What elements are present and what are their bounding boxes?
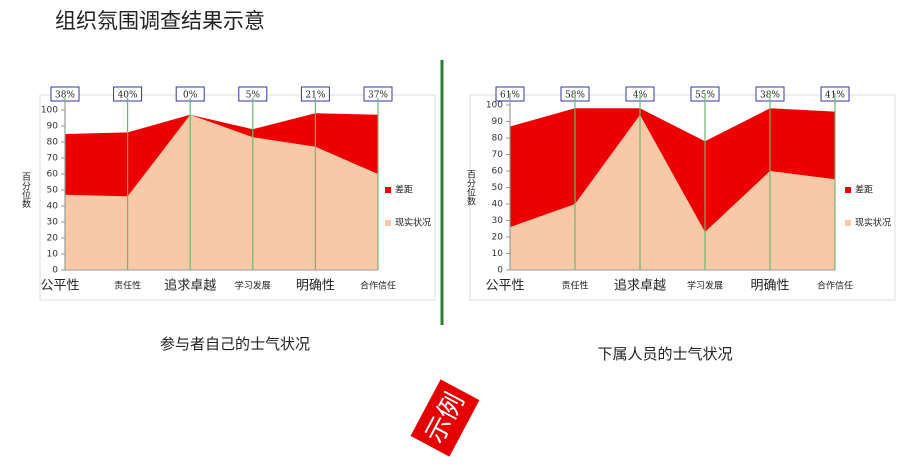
y-tick-label: 60 [47, 170, 59, 180]
y-tick-label: 10 [47, 250, 59, 260]
y-tick-label: 80 [492, 134, 504, 144]
x-tick-label: 学习发展 [235, 280, 271, 292]
legend-label: 差距 [855, 184, 873, 196]
legend-swatch [385, 187, 391, 193]
area [65, 113, 378, 197]
y-tick-label: 70 [492, 150, 504, 160]
y-tick-label: 100 [41, 106, 58, 116]
legend-swatch [385, 220, 391, 226]
area [65, 114, 378, 270]
y-tick-label: 0 [52, 266, 58, 276]
x-tick-label: 合作信任 [817, 280, 853, 292]
value-label: 21% [305, 91, 325, 101]
chart-caption: 下属人员的士气状况 [597, 345, 732, 363]
y-tick-label: 0 [497, 266, 503, 276]
y-axis-label: 百分位数 [20, 172, 31, 209]
legend-swatch [845, 187, 851, 193]
y-tick-label: 30 [492, 216, 504, 226]
legend-swatch [845, 220, 851, 226]
legend-label: 现实状况 [395, 217, 431, 229]
chart-frame [469, 94, 896, 301]
page-title: 组织氛围调查结果示意 [55, 9, 265, 33]
x-tick-label: 学习发展 [687, 280, 723, 292]
y-axis-label: 百分位数 [465, 169, 476, 206]
y-tick-label: 60 [492, 167, 504, 177]
value-label: 0% [183, 91, 198, 101]
value-label: 5% [246, 91, 261, 101]
x-tick-label: 明确性 [750, 279, 789, 294]
y-tick-label: 90 [47, 122, 59, 132]
chart-caption: 参与者自己的士气状况 [160, 335, 310, 353]
x-tick-label: 责任性 [561, 280, 588, 292]
y-tick-label: 50 [492, 183, 504, 193]
x-tick-label: 追求卓越 [614, 278, 666, 294]
area [510, 108, 835, 233]
value-label: 40% [118, 91, 138, 101]
x-tick-label: 责任性 [114, 280, 141, 292]
y-tick-label: 50 [47, 186, 59, 196]
stamp: 示例 [410, 379, 480, 457]
y-tick-label: 30 [47, 218, 59, 228]
x-tick-label: 合作信任 [360, 280, 396, 292]
stamp-box [410, 379, 480, 457]
x-tick-label: 追求卓越 [164, 278, 216, 294]
y-tick-label: 40 [492, 200, 504, 210]
y-tick-label: 40 [47, 202, 59, 212]
area [510, 114, 835, 271]
y-tick-label: 20 [47, 234, 59, 244]
chart-frame [39, 94, 436, 301]
y-tick-label: 10 [492, 249, 504, 259]
y-tick-label: 70 [47, 154, 59, 164]
legend-label: 现实状况 [855, 217, 891, 229]
x-tick-label: 公平性 [485, 279, 524, 294]
y-tick-label: 100 [486, 101, 503, 111]
y-tick-label: 80 [47, 138, 59, 148]
value-label: 37% [368, 91, 388, 101]
y-tick-label: 90 [492, 117, 504, 127]
legend-label: 差距 [395, 184, 413, 196]
x-tick-label: 明确性 [296, 279, 335, 294]
value-label: 38% [55, 91, 75, 101]
x-tick-label: 公平性 [40, 279, 79, 294]
y-tick-label: 20 [492, 233, 504, 243]
